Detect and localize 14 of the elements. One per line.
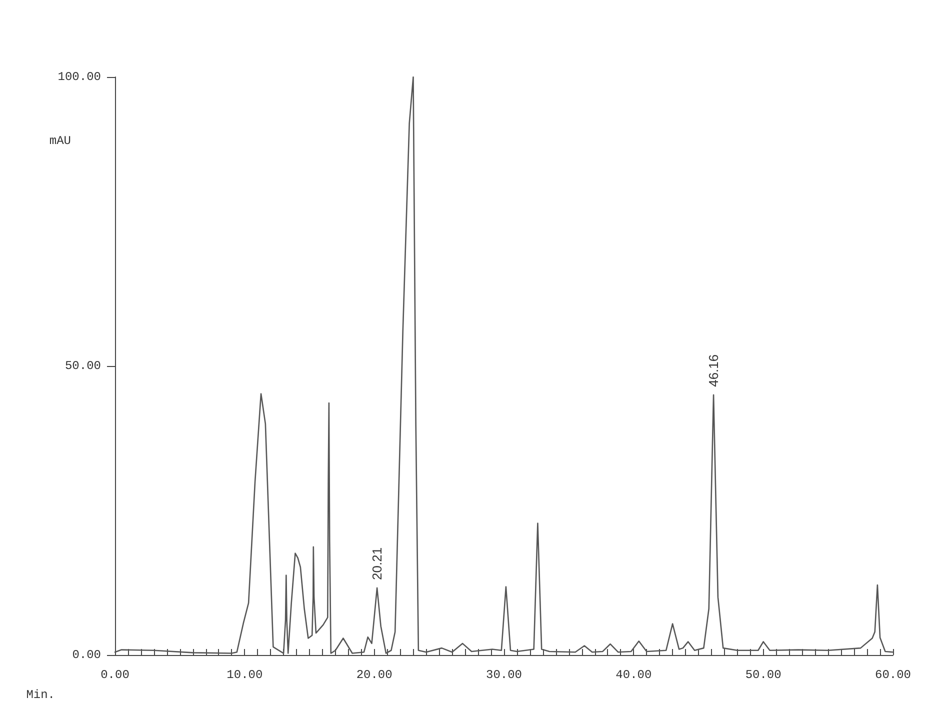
annotation: 20.21 <box>370 547 385 580</box>
x-tick-label: 30.00 <box>486 668 522 682</box>
x-tick-label: 60.00 <box>874 668 912 682</box>
y-tick-label: 100.00 <box>58 70 101 84</box>
annotation: 46.16 <box>706 354 722 387</box>
x-axis-title: Min. <box>26 688 55 702</box>
x-tick-label: 50.00 <box>745 668 782 682</box>
x-tick-label: 40.00 <box>616 668 652 682</box>
x-tick-label: 0.00 <box>100 668 130 682</box>
x-tick-label: 10.00 <box>226 668 263 682</box>
y-tick-label: 0.00 <box>72 648 101 662</box>
x-tick-label: 20.00 <box>356 668 392 682</box>
y-axis-title: mAU <box>49 134 71 148</box>
y-tick-label: 50.00 <box>64 359 101 373</box>
